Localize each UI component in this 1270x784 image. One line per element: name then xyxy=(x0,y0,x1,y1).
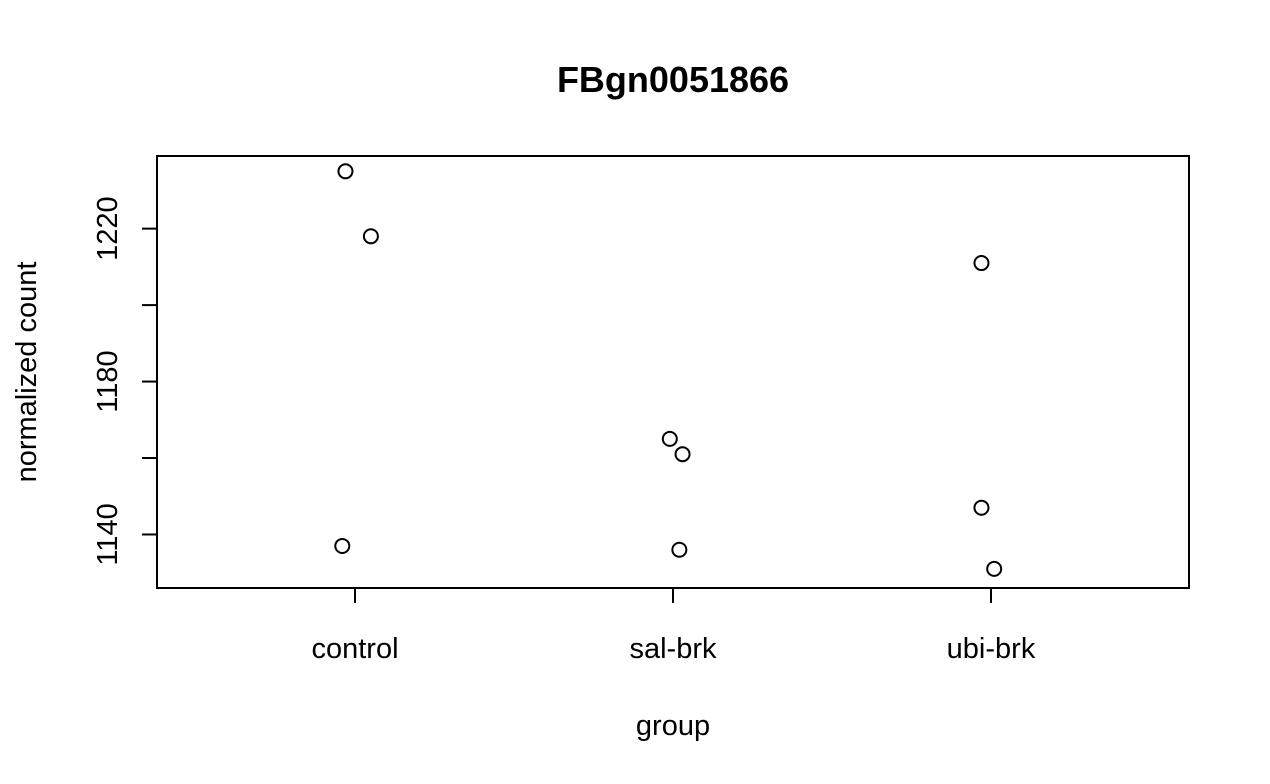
data-point xyxy=(674,446,691,463)
data-points xyxy=(334,163,1003,577)
y-tick-label: 1140 xyxy=(92,503,124,565)
data-point xyxy=(986,560,1003,577)
data-point xyxy=(973,255,990,272)
y-tick-label: 1180 xyxy=(92,350,124,412)
data-point xyxy=(671,541,688,558)
data-point xyxy=(334,537,351,554)
x-tick-label: ubi-brk xyxy=(947,633,1036,665)
y-axis: 1140 1180 1220 xyxy=(92,196,157,566)
y-tick-label: 1220 xyxy=(92,196,124,261)
data-point xyxy=(362,228,379,245)
x-tick-label: control xyxy=(311,633,398,665)
plot-frame xyxy=(156,155,1190,589)
data-point xyxy=(973,499,990,516)
data-point xyxy=(661,430,678,447)
x-tick-label: sal-brk xyxy=(629,633,717,665)
y-axis-title: normalized count xyxy=(11,262,43,483)
data-point xyxy=(337,163,354,180)
chart-title: FBgn0051866 xyxy=(557,59,789,100)
x-axis-title: group xyxy=(636,710,710,742)
x-axis: control sal-brk ubi-brk xyxy=(311,588,1036,665)
